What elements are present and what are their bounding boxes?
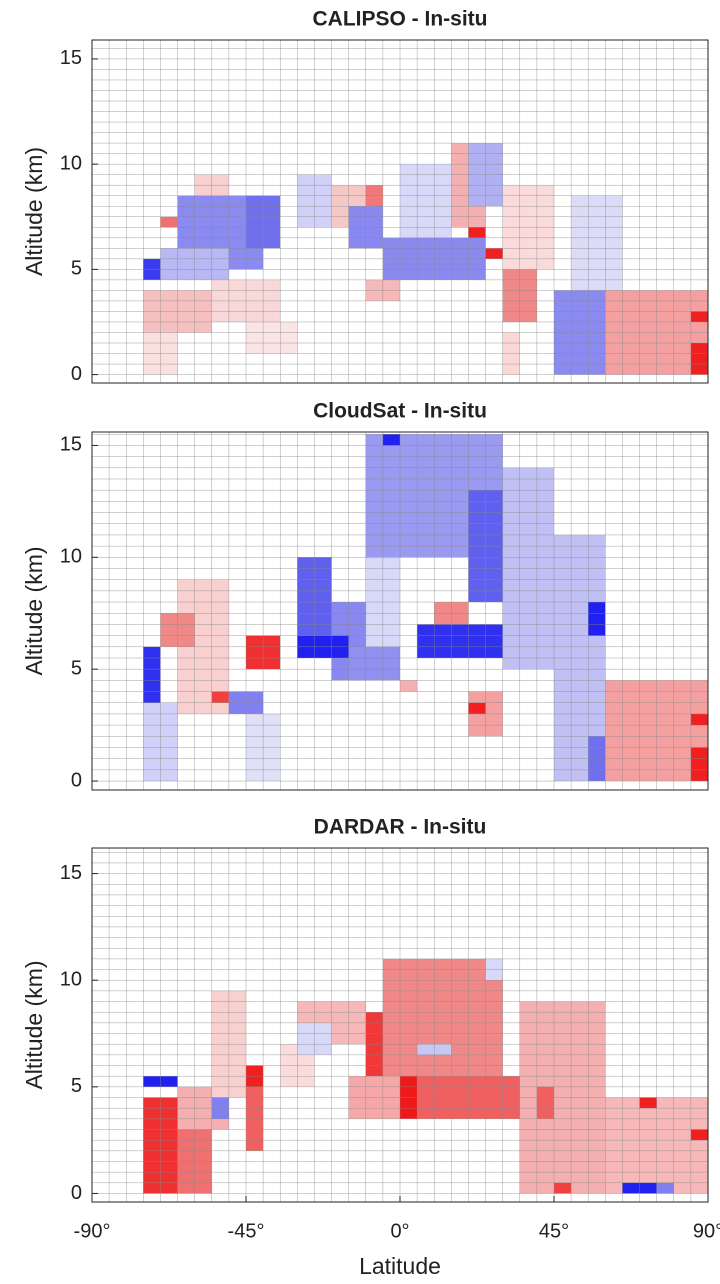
heatmap-cell (348, 646, 400, 681)
y-tick-label: 15 (60, 47, 82, 69)
chart-title: CloudSat - In-situ (313, 400, 487, 423)
heatmap-cell (400, 164, 452, 238)
y-axis-label: Altitude (km) (21, 960, 47, 1089)
heatmap-cell (211, 691, 229, 703)
plot-frame (91, 39, 709, 384)
heatmap-cell (554, 1182, 572, 1194)
chart-title: CALIPSO - In-situ (313, 8, 488, 31)
heatmap-cell (690, 311, 708, 322)
heatmap-cell (246, 321, 298, 354)
heatmap-cell (485, 248, 503, 259)
y-tick-label: 10 (60, 546, 82, 568)
plot-frame (91, 431, 709, 791)
x-axis-label: Latitude (359, 1253, 441, 1279)
y-tick-label: 10 (60, 152, 82, 174)
y-axis-label: Altitude (km) (21, 147, 47, 276)
plot-frame (91, 847, 709, 1203)
heatmap-cell (160, 216, 178, 228)
x-tick-label: 90° (693, 1220, 720, 1242)
heatmap-cell (143, 646, 161, 703)
y-tick-label: 0 (71, 769, 82, 791)
y-tick-label: 5 (71, 657, 82, 679)
heatmap-cell (536, 1086, 554, 1119)
heatmap-cell (690, 343, 708, 375)
heatmap-cell (690, 1129, 708, 1141)
heatmap-cell (400, 680, 418, 692)
x-tick-label: 45° (539, 1220, 569, 1242)
heatmap-cell (639, 1097, 657, 1109)
x-tick-label: -45° (228, 1220, 265, 1242)
chart-title: DARDAR - In-situ (314, 816, 487, 839)
heatmap-cell (656, 1182, 674, 1194)
heatmap-cell (690, 747, 708, 782)
heatmap-cell (382, 958, 503, 1077)
heatmap-cell (588, 602, 606, 636)
heatmap-cell (571, 195, 623, 291)
y-tick-label: 15 (60, 862, 82, 884)
x-tick-label: 0° (390, 1220, 409, 1242)
heatmap-cell (417, 624, 503, 658)
y-axis-label: Altitude (km) (21, 546, 47, 675)
y-tick-label: 15 (60, 434, 82, 456)
x-tick-label: -90° (74, 1220, 111, 1242)
y-tick-label: 0 (71, 363, 82, 385)
heatmap-cell (382, 434, 400, 446)
y-tick-label: 0 (71, 1182, 82, 1204)
y-tick-label: 5 (71, 258, 82, 280)
y-tick-label: 5 (71, 1075, 82, 1097)
heatmap-cell (468, 702, 486, 714)
heatmap-cell (690, 713, 708, 726)
y-tick-label: 10 (60, 968, 82, 990)
heatmap-cell (468, 227, 486, 238)
